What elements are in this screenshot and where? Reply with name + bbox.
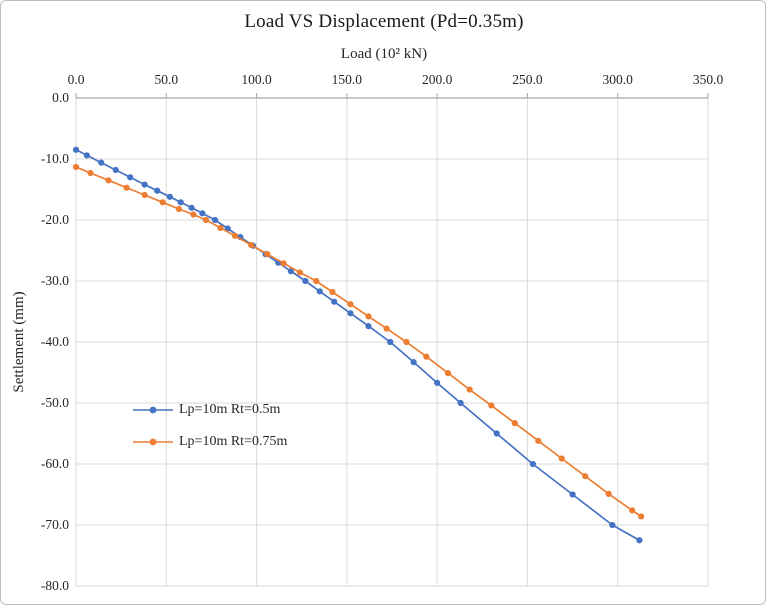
series-0-marker bbox=[410, 359, 417, 366]
series-0-marker bbox=[316, 288, 323, 295]
series-1-marker bbox=[638, 513, 645, 520]
y-tick-label: -70.0 bbox=[41, 517, 69, 532]
series-0-marker bbox=[387, 338, 394, 346]
x-tick-label: 300.0 bbox=[603, 72, 634, 87]
x-tick-label: 250.0 bbox=[512, 72, 543, 87]
series-1-marker bbox=[87, 169, 94, 177]
series-0-marker bbox=[199, 210, 206, 217]
series-0-marker bbox=[98, 159, 105, 166]
series-1-marker bbox=[347, 301, 354, 308]
series-1-marker bbox=[217, 224, 224, 232]
series-1-marker bbox=[383, 325, 390, 332]
series-0-marker bbox=[493, 430, 500, 437]
series-0-marker bbox=[112, 166, 119, 174]
series-0-marker bbox=[166, 193, 173, 200]
y-tick-label: -80.0 bbox=[41, 578, 69, 593]
series-1-marker bbox=[466, 386, 473, 393]
series-1-marker bbox=[248, 241, 255, 249]
y-tick-label: -60.0 bbox=[41, 456, 69, 471]
series-1-marker-icon bbox=[133, 438, 173, 446]
y-tick-label: -30.0 bbox=[41, 273, 69, 288]
legend-item-series-1[interactable]: Lp=10m Rt=0.75m bbox=[133, 434, 287, 450]
series-0-marker bbox=[347, 310, 354, 317]
series-0-marker bbox=[177, 199, 184, 206]
series-1-marker bbox=[629, 507, 636, 514]
series-1-marker bbox=[423, 353, 430, 360]
series-0-marker bbox=[287, 268, 294, 275]
legend-item-series-0[interactable]: Lp=10m Rt=0.5m bbox=[133, 402, 287, 418]
series-1-marker bbox=[190, 211, 197, 218]
series-0-marker bbox=[127, 174, 134, 181]
x-axis-title: Load (10² kN) bbox=[340, 46, 428, 62]
series-0-marker bbox=[636, 537, 643, 544]
series-0-marker bbox=[331, 298, 338, 305]
series-1-marker bbox=[535, 437, 542, 444]
series-0-marker bbox=[188, 204, 195, 211]
series-1-marker bbox=[313, 277, 320, 285]
series-0-marker bbox=[529, 460, 536, 468]
series-1-marker bbox=[280, 260, 287, 267]
y-tick-label: -20.0 bbox=[41, 212, 69, 227]
series-1-marker bbox=[329, 288, 336, 296]
series-0-line bbox=[75, 148, 641, 542]
series-0-marker bbox=[457, 399, 464, 407]
series-1-marker bbox=[123, 184, 130, 191]
series-1-marker bbox=[488, 402, 495, 409]
series-1-marker bbox=[231, 232, 239, 239]
x-tick-label: 100.0 bbox=[241, 72, 272, 87]
y-tick-label: -10.0 bbox=[41, 151, 69, 166]
series-1-marker bbox=[105, 177, 112, 184]
series-1-marker bbox=[444, 370, 452, 377]
series-1-marker bbox=[511, 420, 518, 427]
series-1-marker bbox=[558, 455, 565, 462]
series-1-marker bbox=[403, 338, 410, 346]
x-tick-label: 150.0 bbox=[332, 72, 363, 87]
series-0-marker bbox=[211, 216, 219, 224]
series-0-marker bbox=[302, 277, 309, 285]
series-1-marker bbox=[175, 205, 183, 213]
series-1-marker bbox=[264, 251, 271, 258]
series-0-marker bbox=[434, 379, 441, 386]
x-tick-label: 50.0 bbox=[154, 72, 178, 87]
series-0-marker bbox=[83, 152, 90, 159]
y-tick-label: -50.0 bbox=[41, 395, 69, 410]
x-tick-label: 0.0 bbox=[68, 72, 85, 87]
series-1-marker bbox=[159, 199, 166, 206]
series-1-marker bbox=[582, 473, 589, 480]
series-1-marker bbox=[365, 313, 372, 320]
x-tick-label: 350.0 bbox=[693, 72, 724, 87]
series-1-marker bbox=[202, 216, 210, 224]
series-0-marker bbox=[141, 181, 148, 188]
series-0-marker bbox=[72, 146, 80, 153]
series-0-marker bbox=[609, 521, 616, 529]
series-0-marker-icon bbox=[133, 406, 173, 414]
series-1-marker bbox=[141, 191, 148, 199]
chart-title: Load VS Displacement (Pd=0.35m) bbox=[244, 11, 524, 32]
series-1-marker bbox=[296, 269, 304, 276]
series-1-marker bbox=[605, 490, 612, 497]
legend-label-series-1: Lp=10m Rt=0.75m bbox=[179, 434, 288, 449]
x-tick-label: 200.0 bbox=[422, 72, 453, 87]
y-tick-label: -40.0 bbox=[41, 334, 69, 349]
series-0-marker bbox=[365, 323, 372, 330]
series-0-marker bbox=[569, 491, 576, 498]
series-1-marker bbox=[72, 163, 80, 171]
y-tick-label: 0.0 bbox=[52, 90, 69, 105]
legend: Lp=10m Rt=0.5m Lp=10m Rt=0.75m bbox=[133, 402, 287, 450]
legend-label-series-0: Lp=10m Rt=0.5m bbox=[179, 402, 281, 417]
series-0-marker bbox=[154, 187, 161, 194]
